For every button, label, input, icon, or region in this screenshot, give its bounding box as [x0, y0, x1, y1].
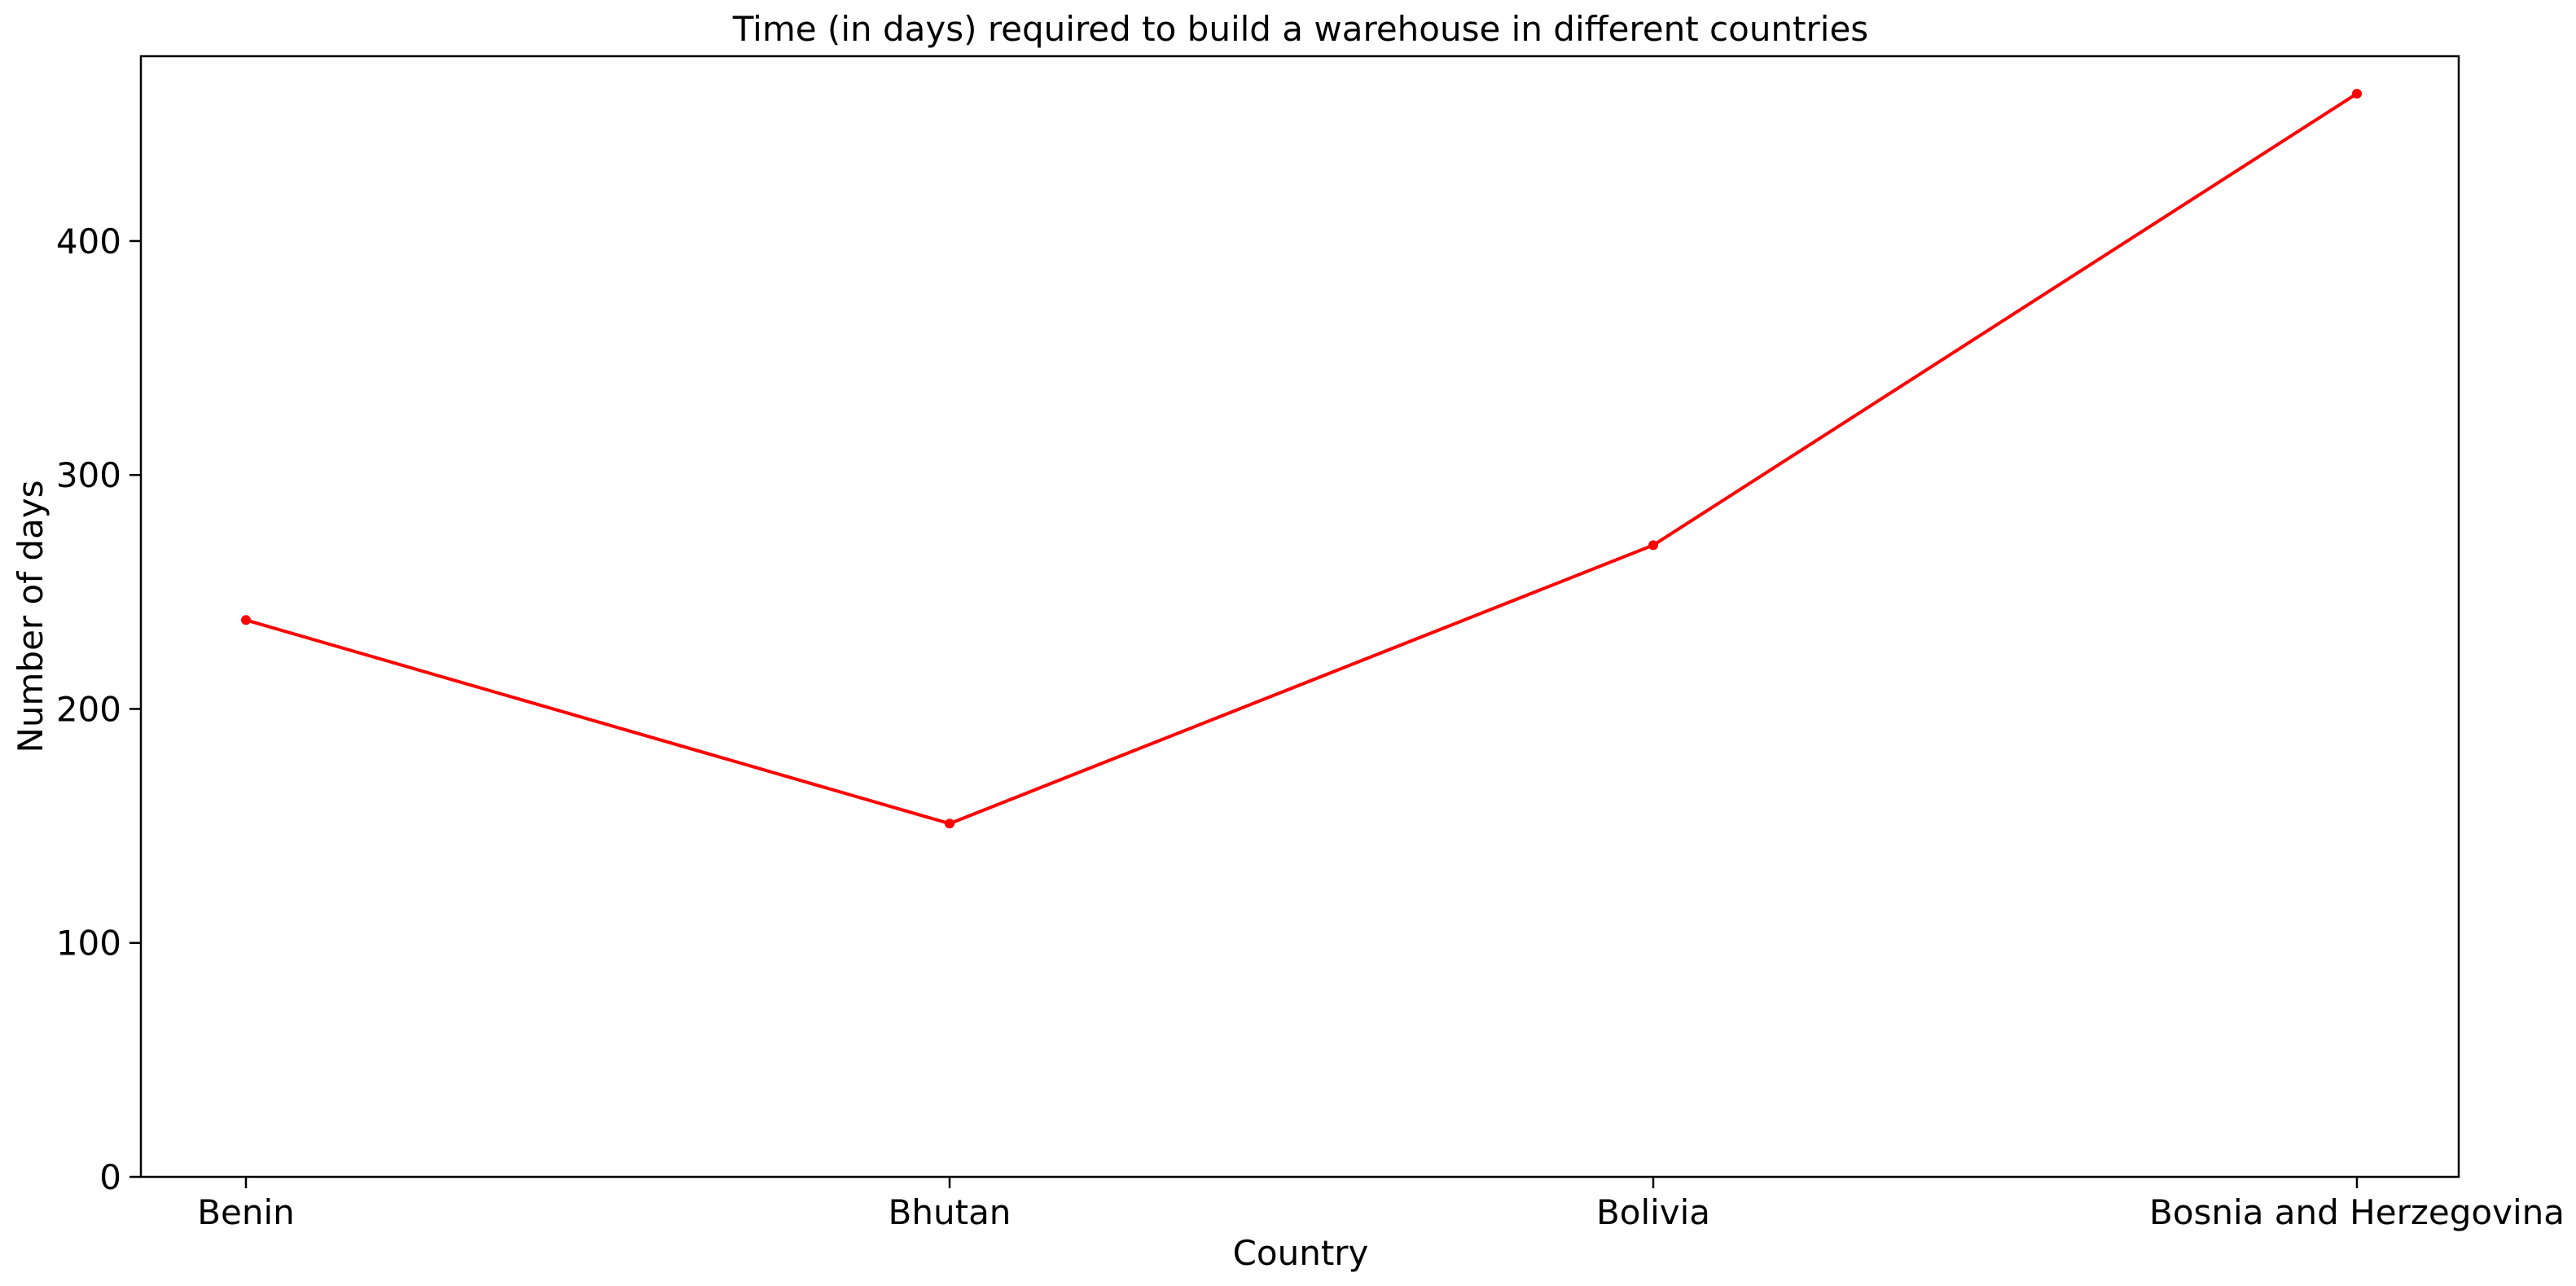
y-tick-label: 0 — [99, 1157, 121, 1197]
series-layer — [241, 88, 2362, 829]
data-point — [2352, 88, 2362, 99]
x-axis: Benin Bhutan Bolivia Bosnia and Herzegovina — [197, 1177, 2565, 1232]
y-axis-label: Number of days — [11, 480, 50, 753]
data-point — [1648, 540, 1658, 551]
data-point — [945, 819, 954, 829]
x-axis-label: Country — [1233, 1233, 1369, 1273]
y-axis: 0 100 200 300 400 — [56, 222, 141, 1197]
x-tick-label: Bosnia and Herzegovina — [2149, 1192, 2565, 1232]
data-point — [241, 615, 251, 625]
plot-area-frame — [139, 55, 2460, 1178]
chart-title: Time (in days) required to build a wareh… — [732, 9, 1868, 49]
y-tick-label: 100 — [56, 924, 121, 963]
x-tick-label: Bhutan — [889, 1192, 1012, 1232]
x-tick-label: Bolivia — [1596, 1192, 1710, 1232]
y-tick-label: 400 — [56, 222, 121, 261]
x-tick-label: Benin — [197, 1192, 295, 1232]
y-tick-label: 300 — [56, 455, 121, 495]
series-line — [245, 92, 2359, 826]
y-tick-label: 200 — [56, 689, 121, 729]
